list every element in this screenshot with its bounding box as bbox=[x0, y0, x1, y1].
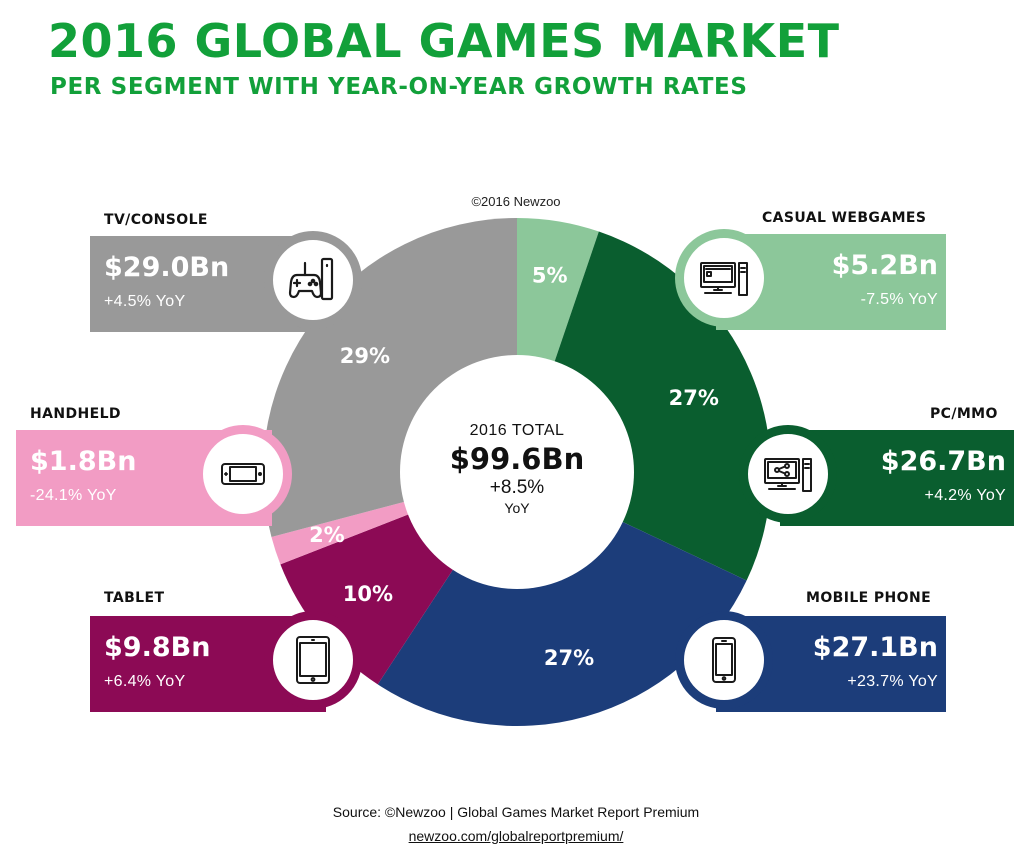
networked-computer-icon bbox=[739, 425, 837, 523]
gamepad-icon bbox=[264, 231, 362, 329]
segment-value-mobile-phone: $27.1Bn bbox=[812, 632, 938, 663]
segment-yoy-pc-mmo: +4.2% YoY bbox=[924, 487, 1006, 504]
handheld-console-icon bbox=[194, 425, 292, 523]
slice-label-tablet: 10% bbox=[343, 582, 393, 606]
slice-label-pc-mmo: 27% bbox=[669, 386, 719, 410]
source-link[interactable]: newzoo.com/globalreportpremium/ bbox=[408, 828, 624, 844]
slice-label-casual-webgames: 5% bbox=[532, 264, 568, 288]
donut-center-hole bbox=[400, 355, 634, 589]
segment-yoy-tv-console: +4.5% YoY bbox=[104, 293, 186, 310]
segment-name-casual-webgames: CASUAL WEBGAMES bbox=[762, 210, 927, 226]
slice-label-tv-console: 29% bbox=[340, 344, 390, 368]
source-note: Source: ©Newzoo | Global Games Market Re… bbox=[332, 804, 700, 820]
total-growth: +8.5% bbox=[489, 477, 545, 498]
segment-name-tablet: TABLET bbox=[104, 590, 165, 606]
segment-name-handheld: HANDHELD bbox=[30, 406, 121, 422]
page-subtitle: PER SEGMENT WITH YEAR-ON-YEAR GROWTH RAT… bbox=[50, 74, 748, 100]
desktop-computer-icon bbox=[675, 229, 773, 327]
segment-yoy-mobile-phone: +23.7% YoY bbox=[847, 673, 938, 690]
segment-value-tablet: $9.8Bn bbox=[104, 632, 211, 663]
page-title: 2016 GLOBAL GAMES MARKET bbox=[48, 14, 840, 68]
tablet-icon bbox=[264, 611, 362, 709]
copyright-notice: ©2016 Newzoo bbox=[471, 194, 561, 209]
segment-name-tv-console: TV/CONSOLE bbox=[104, 212, 208, 228]
slice-label-handheld: 2% bbox=[309, 523, 345, 547]
segment-value-tv-console: $29.0Bn bbox=[104, 252, 230, 283]
segment-name-mobile-phone: MOBILE PHONE bbox=[806, 590, 932, 606]
donut-center: 2016 TOTAL $99.6Bn +8.5% YoY bbox=[401, 422, 633, 516]
smartphone-icon bbox=[675, 611, 773, 709]
segment-value-casual-webgames: $5.2Bn bbox=[831, 250, 938, 281]
segment-yoy-tablet: +6.4% YoY bbox=[104, 673, 186, 690]
total-value: $99.6Bn bbox=[449, 442, 585, 476]
total-label: 2016 TOTAL bbox=[469, 422, 565, 439]
slice-mobile-phone bbox=[377, 472, 747, 726]
segment-value-handheld: $1.8Bn bbox=[30, 446, 137, 477]
segment-value-pc-mmo: $26.7Bn bbox=[880, 446, 1006, 477]
segment-name-pc-mmo: PC/MMO bbox=[930, 406, 998, 422]
total-yoy-label: YoY bbox=[504, 500, 530, 516]
segment-yoy-casual-webgames: -7.5% YoY bbox=[860, 291, 938, 308]
segment-yoy-handheld: -24.1% YoY bbox=[30, 487, 117, 504]
slice-label-mobile-phone: 27% bbox=[544, 646, 594, 670]
